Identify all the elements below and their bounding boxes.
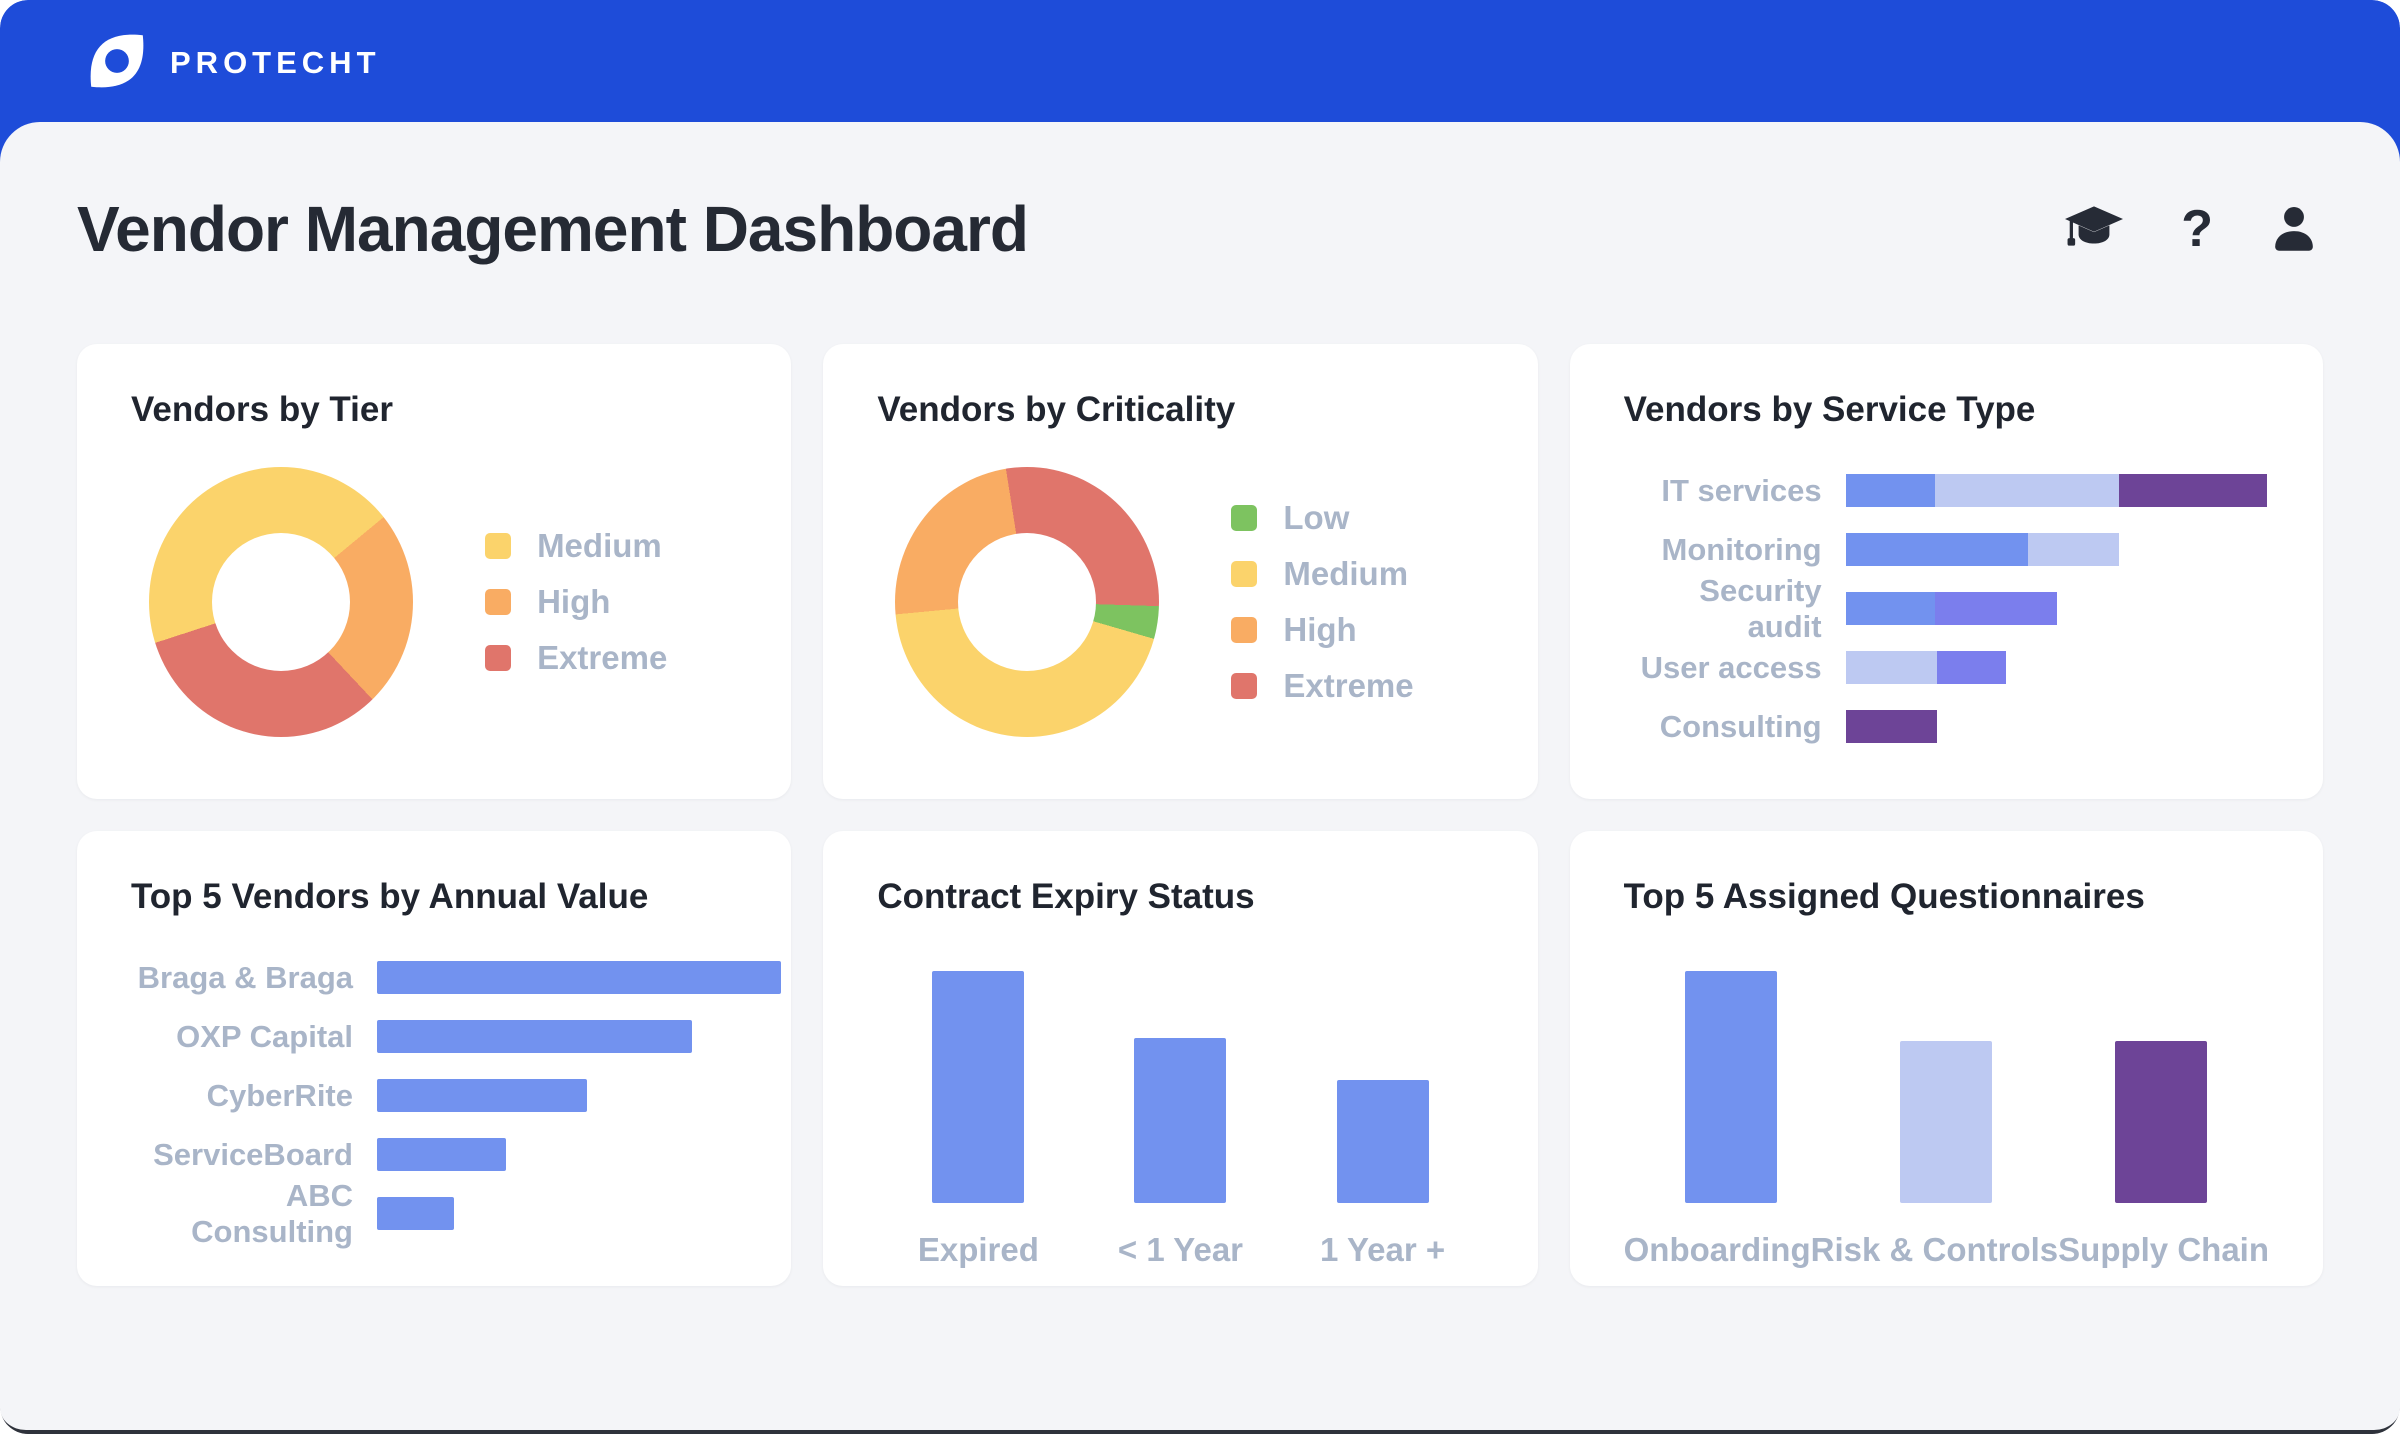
brand-name: PROTECHT xyxy=(170,45,381,80)
chart-row-security-audit: Security audit xyxy=(1624,573,2269,644)
bar-segment[interactable] xyxy=(1845,474,1935,507)
bar-segment[interactable] xyxy=(2027,533,2119,566)
legend-swatch xyxy=(1231,617,1258,643)
x-axis-labels: Onboarding Risk & Controls Supply Chain xyxy=(1624,1231,2269,1269)
chart-row-monitoring: Monitoring xyxy=(1624,531,2269,567)
card-title: Vendors by Criticality xyxy=(877,390,1236,429)
value-bar[interactable] xyxy=(377,1020,693,1053)
page-header: Vendor Management Dashboard ? xyxy=(77,192,2323,266)
bar-expired[interactable] xyxy=(932,971,1025,1203)
row-label: User access xyxy=(1640,649,1822,685)
bar-supply-chain[interactable] xyxy=(2115,1040,2208,1203)
x-label: Expired xyxy=(917,1231,1039,1268)
cards-grid: Vendors by Tier Medium High xyxy=(77,344,2323,1286)
card-top5-assigned-questionnaires: Top 5 Assigned Questionnaires Onboarding… xyxy=(1569,831,2323,1286)
x-label: < 1 Year xyxy=(1117,1231,1244,1268)
card-contract-expiry-status: Contract Expiry Status Expired < 1 Year … xyxy=(823,831,1538,1286)
row-label: Security audit xyxy=(1699,572,1822,644)
x-axis-labels: Expired < 1 Year 1 Year + xyxy=(877,1231,1483,1269)
bar-segment[interactable] xyxy=(1845,592,1935,625)
bar-segment[interactable] xyxy=(1936,651,2007,684)
card-title: Top 5 Vendors by Annual Value xyxy=(131,877,649,916)
vendors-by-criticality-donut-chart[interactable] xyxy=(895,467,1160,737)
legend-item[interactable]: Extreme xyxy=(1231,667,1414,704)
bar-segment[interactable] xyxy=(1845,710,1937,743)
bar-segment[interactable] xyxy=(1845,533,2028,566)
page-title: Vendor Management Dashboard xyxy=(77,193,1029,265)
chart-row-serviceboard: ServiceBoard xyxy=(131,1136,781,1172)
user-profile-icon[interactable] xyxy=(2271,206,2317,252)
bar-segment[interactable] xyxy=(1845,651,1937,684)
card-title: Top 5 Assigned Questionnaires xyxy=(1623,877,2145,916)
dashboard: Vendor Management Dashboard ? xyxy=(0,122,2400,1434)
help-icon[interactable]: ? xyxy=(2181,200,2213,258)
card-title: Vendors by Service Type xyxy=(1623,390,2036,429)
chart-row-it-services: IT services xyxy=(1624,472,2269,508)
card-title: Vendors by Tier xyxy=(131,390,393,429)
brand[interactable]: PROTECHT xyxy=(84,30,381,96)
chart-row-oxp-capital: OXP Capital xyxy=(131,1018,781,1054)
row-label: Consulting xyxy=(1659,708,1822,744)
value-bar[interactable] xyxy=(377,1138,507,1171)
value-bar[interactable] xyxy=(377,961,782,994)
x-label: Onboarding xyxy=(1623,1231,1811,1268)
bar-segment[interactable] xyxy=(1934,592,2058,625)
bar-onboarding[interactable] xyxy=(1685,971,1778,1203)
row-label: IT services xyxy=(1661,472,1822,508)
card-vendors-by-criticality: Vendors by Criticality Low Medium xyxy=(823,344,1538,799)
legend-item[interactable]: Medium xyxy=(485,527,667,564)
legend-swatch xyxy=(485,533,512,559)
annual-value-bar-chart: Braga & Braga OXP Capital CyberRite xyxy=(131,959,782,1249)
chart-row-abc-consulting: ABC Consulting xyxy=(131,1178,781,1249)
criticality-legend: Low Medium High Extreme xyxy=(1231,499,1414,704)
card-title: Contract Expiry Status xyxy=(877,877,1255,916)
card-vendors-by-tier: Vendors by Tier Medium High xyxy=(77,344,792,799)
x-label: Risk & Controls xyxy=(1810,1231,2059,1268)
chart-row-consulting: Consulting xyxy=(1624,708,2269,744)
row-label: ABC Consulting xyxy=(191,1177,353,1249)
bar-risk-and-controls[interactable] xyxy=(1900,1040,1993,1203)
row-label: ServiceBoard xyxy=(153,1136,353,1172)
value-bar[interactable] xyxy=(377,1197,454,1230)
x-label: Supply Chain xyxy=(2058,1231,2269,1268)
protecht-logo-icon xyxy=(84,28,150,99)
chart-row-braga-and-braga: Braga & Braga xyxy=(131,959,782,995)
chart-row-cyberrite: CyberRite xyxy=(131,1077,781,1113)
chart-row-user-access: User access xyxy=(1624,649,2269,685)
value-bar[interactable] xyxy=(377,1079,588,1112)
legend-swatch xyxy=(1231,673,1258,699)
legend-item[interactable]: High xyxy=(485,583,667,620)
x-label: 1 Year + xyxy=(1320,1231,1446,1268)
legend-item[interactable]: Medium xyxy=(1231,555,1413,592)
legend-swatch xyxy=(1231,505,1258,531)
questionnaires-bar-chart xyxy=(1624,971,2269,1203)
row-label: CyberRite xyxy=(206,1077,353,1113)
legend-swatch xyxy=(485,645,512,671)
legend-swatch xyxy=(1231,561,1258,587)
header-actions: ? xyxy=(2065,203,2317,255)
legend-item[interactable]: Low xyxy=(1231,499,1413,536)
row-label: Braga & Braga xyxy=(137,959,353,995)
legend-item[interactable]: High xyxy=(1231,611,1413,648)
bar-less-than-1-year[interactable] xyxy=(1134,1038,1227,1203)
legend-item[interactable]: Extreme xyxy=(485,639,667,676)
legend-swatch xyxy=(485,589,512,615)
row-label: OXP Capital xyxy=(176,1018,353,1054)
tier-legend: Medium High Extreme xyxy=(485,527,667,676)
service-type-stacked-bar-chart: IT services Monitoring xyxy=(1624,472,2269,744)
bar-segment[interactable] xyxy=(1934,474,2119,507)
bar-1-year-plus[interactable] xyxy=(1336,1080,1429,1203)
row-label: Monitoring xyxy=(1661,531,1822,567)
contract-expiry-bar-chart xyxy=(877,971,1483,1203)
card-top5-vendors-by-annual-value: Top 5 Vendors by Annual Value Braga & Br… xyxy=(77,831,792,1286)
bar-segment[interactable] xyxy=(2118,474,2267,507)
card-vendors-by-service-type: Vendors by Service Type IT services Moni… xyxy=(1569,344,2323,799)
vendors-by-tier-donut-chart[interactable] xyxy=(149,467,413,737)
training-graduation-cap-icon[interactable] xyxy=(2065,204,2124,254)
